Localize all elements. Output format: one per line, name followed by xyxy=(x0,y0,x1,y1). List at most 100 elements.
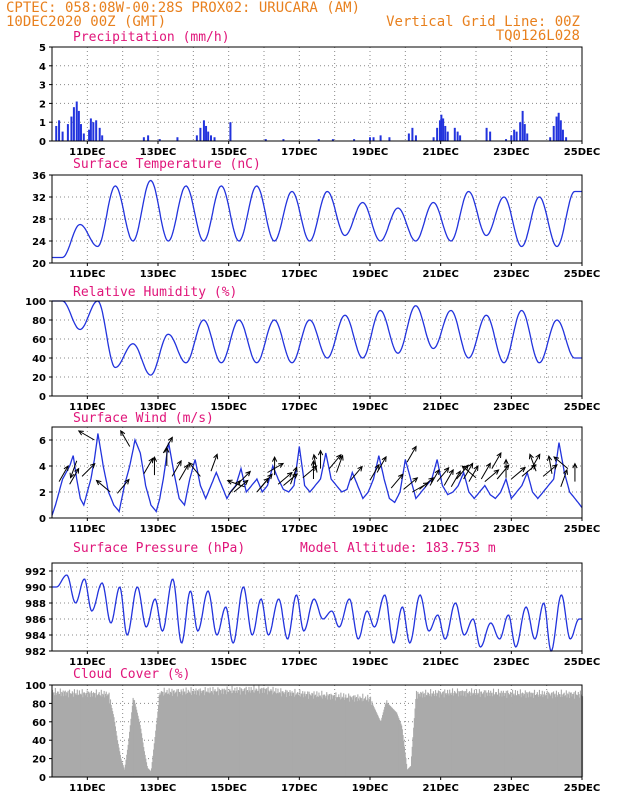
x-tick-label: 17DEC xyxy=(281,783,317,794)
cloud-bar xyxy=(209,687,211,777)
cloud-bar xyxy=(68,689,71,777)
cloud-bar xyxy=(575,694,577,777)
cloud-bar xyxy=(211,691,213,777)
cloud-bar xyxy=(79,694,81,777)
y-tick-label: 20 xyxy=(32,373,46,384)
cloud-bar xyxy=(533,689,536,777)
cloud-bar xyxy=(453,692,455,777)
cloud-bar xyxy=(114,721,116,777)
cloud-bar xyxy=(495,691,497,777)
cloud-bar xyxy=(72,692,74,777)
cloud-bar xyxy=(365,696,367,777)
cloud-bar xyxy=(269,690,271,777)
cloud-bar xyxy=(292,692,295,777)
cloud-bar xyxy=(377,716,379,777)
cloud-bar xyxy=(57,691,59,777)
cloud-bar xyxy=(104,697,106,777)
cloud-bar xyxy=(194,694,196,777)
cloud-bar xyxy=(336,697,338,777)
cloud-bar xyxy=(52,689,54,777)
x-tick-label: 13DEC xyxy=(140,147,176,158)
cloud-bar xyxy=(362,693,364,777)
cloud-bar xyxy=(84,693,86,777)
cloud-bar xyxy=(94,693,96,777)
cloud-bar xyxy=(432,691,434,777)
cloud-bar xyxy=(474,694,476,777)
cloud-bar xyxy=(69,693,71,777)
precip-bar xyxy=(379,135,382,141)
x-tick-label: 23DEC xyxy=(493,783,529,794)
cloud-bar xyxy=(531,692,533,777)
cloud-bar xyxy=(540,694,542,777)
cloud-bar xyxy=(507,693,509,777)
cloud-bar xyxy=(483,692,485,777)
cloud-bar xyxy=(289,690,291,777)
wind-arrow-shaft xyxy=(369,464,380,481)
cloud-bar xyxy=(191,690,194,777)
cloud-bar xyxy=(200,690,202,777)
cloud-bar xyxy=(544,695,546,777)
x-tick-label: 17DEC xyxy=(281,269,317,280)
cloud-bar xyxy=(172,695,174,777)
cloud-bar xyxy=(265,689,267,777)
cloud-bar xyxy=(432,693,434,777)
cloud-bar xyxy=(500,690,502,777)
panel-frame xyxy=(51,684,583,778)
cloud-bar xyxy=(293,696,295,777)
cloud-bar xyxy=(239,694,242,777)
panel-frame xyxy=(51,46,583,142)
cloud-bar xyxy=(160,691,162,777)
x-tick-label: 21DEC xyxy=(422,147,458,158)
cloud-bar xyxy=(408,768,410,777)
cloud-bar xyxy=(351,699,353,777)
wind-arrow-head xyxy=(89,462,96,469)
cloud-bar xyxy=(108,692,110,777)
wind-arrow-head xyxy=(546,454,553,462)
cloud-bar xyxy=(188,691,190,777)
cloud-bar xyxy=(244,694,247,777)
cloud-bar xyxy=(261,687,263,777)
cloud-bar xyxy=(367,701,369,777)
cloud-bar xyxy=(499,692,501,777)
cloud-bar xyxy=(533,697,535,777)
cloud-bar xyxy=(201,691,203,777)
cloud-bar xyxy=(368,698,370,777)
wind-arrow xyxy=(310,459,317,479)
cloud-bar xyxy=(131,705,133,777)
cloud-bar xyxy=(78,690,80,777)
cloud-bar xyxy=(218,695,220,777)
y-tick-label: 6 xyxy=(39,436,46,447)
cloud-bar xyxy=(256,691,259,777)
cloud-bar xyxy=(407,768,409,777)
cloud-bar xyxy=(506,697,508,777)
cloud-bar xyxy=(481,693,483,777)
cloud-bar xyxy=(280,688,282,777)
wind-arrow-shaft xyxy=(406,446,417,463)
cloud-bar xyxy=(437,690,439,777)
cloud-bar xyxy=(77,695,79,777)
cloud-bar xyxy=(455,693,457,777)
cloud-bar xyxy=(535,695,537,777)
panel-title: Relative Humidity (%) xyxy=(73,285,237,300)
cloud-bar xyxy=(331,698,333,777)
cloud-bar xyxy=(179,692,181,777)
cloud-bar xyxy=(372,705,374,777)
cloud-bar xyxy=(343,699,345,777)
cloud-bar xyxy=(375,711,377,777)
cloud-bar xyxy=(198,695,201,777)
x-tick-label: 17DEC xyxy=(281,402,317,413)
precip-bar xyxy=(353,139,356,141)
wind-arrow xyxy=(317,449,324,469)
cloud-bar xyxy=(90,690,92,777)
precip-bar xyxy=(70,116,73,141)
wind-arrow xyxy=(237,470,252,485)
cloud-bar xyxy=(554,693,556,777)
cloud-bar xyxy=(144,754,146,777)
x-tick-label: 23DEC xyxy=(493,524,529,535)
x-tick-label: 15DEC xyxy=(210,524,246,535)
cloud-bar xyxy=(160,694,162,777)
cloud-bar xyxy=(59,693,61,777)
cloud-bar xyxy=(90,697,92,777)
cloud-bar xyxy=(419,696,421,777)
cloud-bar xyxy=(136,712,138,777)
